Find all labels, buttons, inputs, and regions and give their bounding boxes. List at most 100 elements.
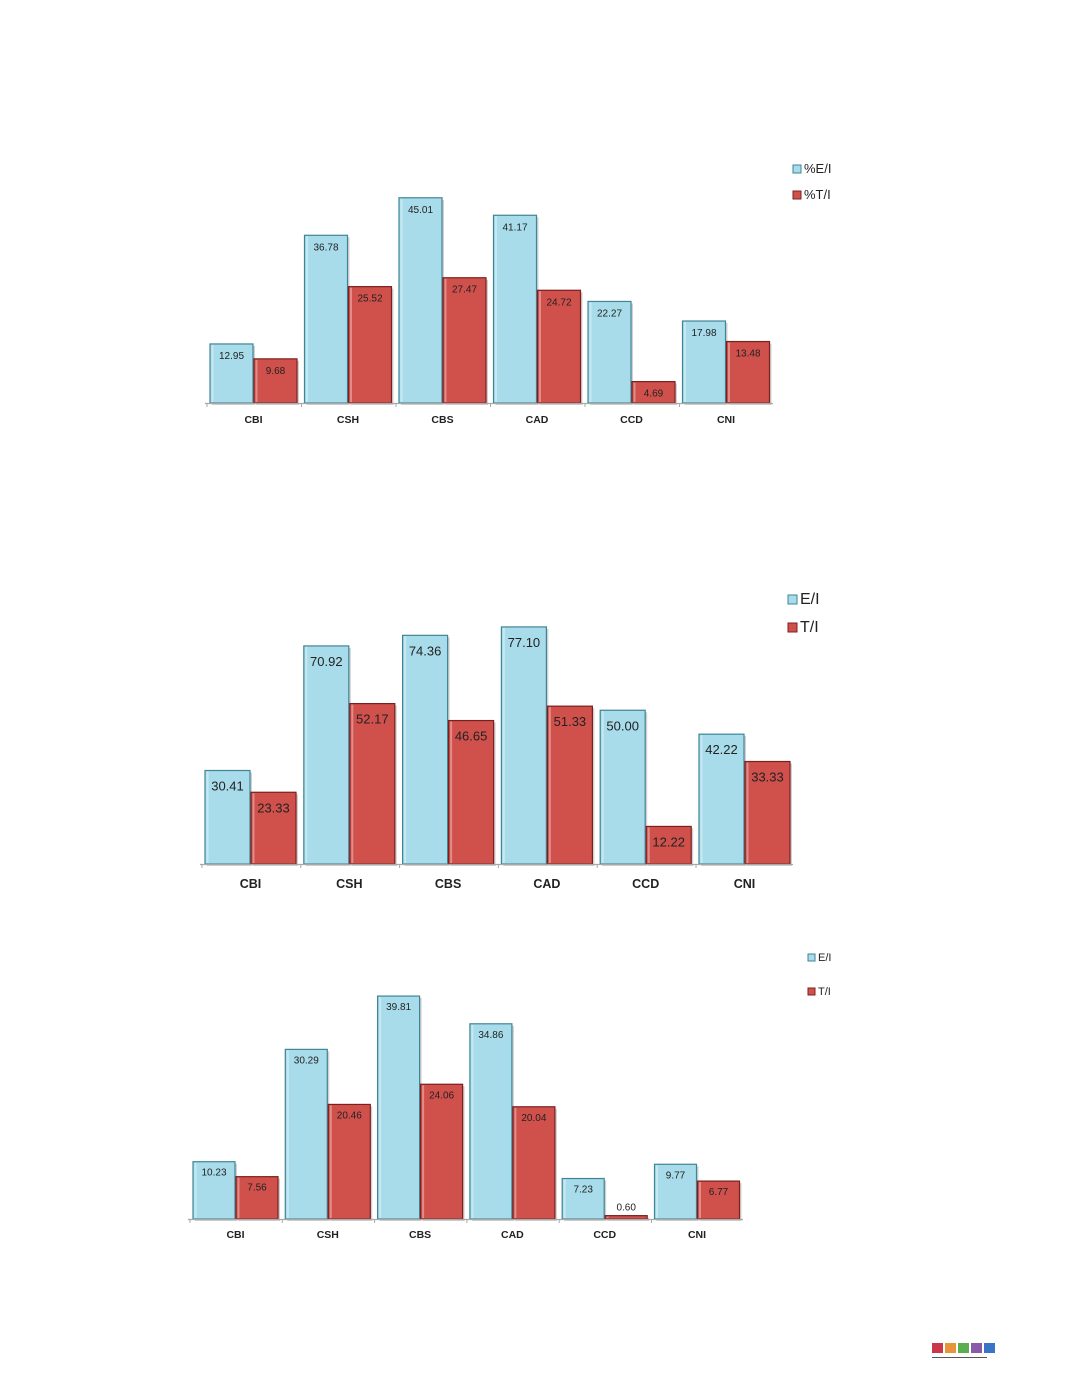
legend-label-1: %E/I <box>804 161 831 176</box>
bar-series2-csh <box>327 1103 371 1220</box>
bar-highlight <box>728 342 730 402</box>
bar-series1-ccd <box>587 300 632 404</box>
bar-series1-cbi <box>209 343 254 404</box>
data-label: 51.33 <box>554 714 587 729</box>
bar-series2-cni <box>696 1180 741 1220</box>
bar-highlight <box>444 278 447 402</box>
legend-swatch-2 <box>787 622 798 633</box>
data-label: 20.46 <box>337 1110 362 1121</box>
legend-label-2: %T/I <box>804 187 831 202</box>
bar-series2-csh <box>347 286 393 404</box>
data-label: 45.01 <box>408 205 433 216</box>
bar-series1-csh <box>284 1048 328 1220</box>
bar-highlight <box>400 198 403 402</box>
footer-square <box>984 1343 995 1353</box>
bar-series1-csh <box>303 645 350 865</box>
bar-series2-cbs <box>448 719 495 865</box>
data-label: 22.27 <box>597 308 622 319</box>
legend-swatch-1 <box>807 953 816 962</box>
footer-rule <box>932 1357 987 1358</box>
bar-highlight <box>495 216 497 402</box>
data-label: 6.77 <box>709 1187 729 1198</box>
category-label-ccd: CCD <box>593 1229 616 1241</box>
bar-series2-ccd <box>604 1215 648 1220</box>
bar-series1-cni <box>681 320 727 404</box>
footer-square <box>932 1343 943 1353</box>
category-label-ccd: CCD <box>620 414 643 426</box>
bar-series1-cbi <box>192 1161 236 1220</box>
legend-swatch-2 <box>807 987 816 996</box>
bar-series2-cad <box>546 705 594 865</box>
chart-1: 12.95 9.68 CBI 36.78 25.52 CSH 45.01 27.47 CBS 41… <box>205 161 831 426</box>
data-label: 10.23 <box>201 1168 226 1179</box>
footer-color-squares <box>932 1343 995 1353</box>
data-label: 27.47 <box>452 285 477 296</box>
bar-highlight <box>255 359 258 402</box>
bar-highlight <box>548 707 551 863</box>
category-label-cbi: CBI <box>240 877 262 891</box>
footer-square <box>971 1343 982 1353</box>
bar-series2-ccd <box>645 825 692 865</box>
legend-label-1: E/I <box>818 952 831 964</box>
data-label: 23.33 <box>257 800 290 815</box>
bar-highlight <box>252 793 255 863</box>
bar-series2-cbi <box>253 358 298 404</box>
legend-swatch-1 <box>792 164 802 174</box>
data-label: 17.98 <box>691 328 716 339</box>
bar-highlight <box>606 1216 609 1218</box>
data-label: 4.69 <box>644 389 664 400</box>
category-label-cni: CNI <box>717 414 735 426</box>
bar-highlight <box>563 1179 566 1218</box>
bar-highlight <box>329 1105 332 1218</box>
data-label: 77.10 <box>508 635 541 650</box>
bar-series2-cad <box>512 1106 556 1220</box>
data-label: 50.00 <box>606 718 639 733</box>
bar-series1-ccd <box>599 709 646 865</box>
bar-highlight <box>684 322 686 402</box>
data-label: 20.04 <box>521 1113 546 1124</box>
category-label-cbs: CBS <box>435 877 461 891</box>
chart-3: 10.23 7.56 CBI 30.29 20.46 CSH 39.81 24.06 CBS 34… <box>188 952 831 1241</box>
data-label: 34.86 <box>478 1030 503 1041</box>
bar-series1-cni <box>698 733 745 865</box>
data-label: 24.72 <box>546 297 571 308</box>
bar-series2-cni <box>725 340 771 404</box>
bar-series1-cad <box>500 626 547 865</box>
category-label-cad: CAD <box>501 1229 524 1241</box>
bar-highlight <box>656 1165 658 1218</box>
data-label: 12.95 <box>219 351 244 362</box>
data-label: 30.29 <box>294 1055 319 1066</box>
footer-square <box>945 1343 956 1353</box>
category-label-cbi: CBI <box>244 414 262 426</box>
category-label-csh: CSH <box>337 414 359 426</box>
legend-label-2: T/I <box>818 986 831 998</box>
bar-series1-cbs <box>402 634 449 865</box>
data-label: 33.33 <box>751 770 784 785</box>
bar-highlight <box>647 827 650 863</box>
bar-highlight <box>286 1050 289 1218</box>
bar-highlight <box>211 344 214 402</box>
category-label-cad: CAD <box>526 414 549 426</box>
bar-highlight <box>699 1182 701 1218</box>
bar-series1-cad <box>469 1023 513 1220</box>
data-label: 7.23 <box>573 1185 593 1196</box>
bar-highlight <box>471 1024 474 1218</box>
category-label-cbi: CBI <box>226 1229 244 1241</box>
bar-highlight <box>306 236 308 402</box>
bar-highlight <box>502 627 505 863</box>
legend-label-2: T/I <box>800 619 819 636</box>
category-label-csh: CSH <box>336 877 362 891</box>
data-label: 0.60 <box>616 1203 636 1214</box>
bar-series2-cad <box>536 289 582 404</box>
bar-highlight <box>194 1162 197 1218</box>
bar-highlight <box>206 771 209 863</box>
data-label: 30.41 <box>211 778 244 793</box>
data-label: 12.22 <box>652 834 685 849</box>
category-label-cbs: CBS <box>409 1229 431 1241</box>
bar-highlight <box>539 291 541 402</box>
footer-square <box>958 1343 969 1353</box>
bar-series2-cbs <box>442 277 487 404</box>
bar-highlight <box>305 646 308 863</box>
bar-series1-csh <box>303 234 349 404</box>
